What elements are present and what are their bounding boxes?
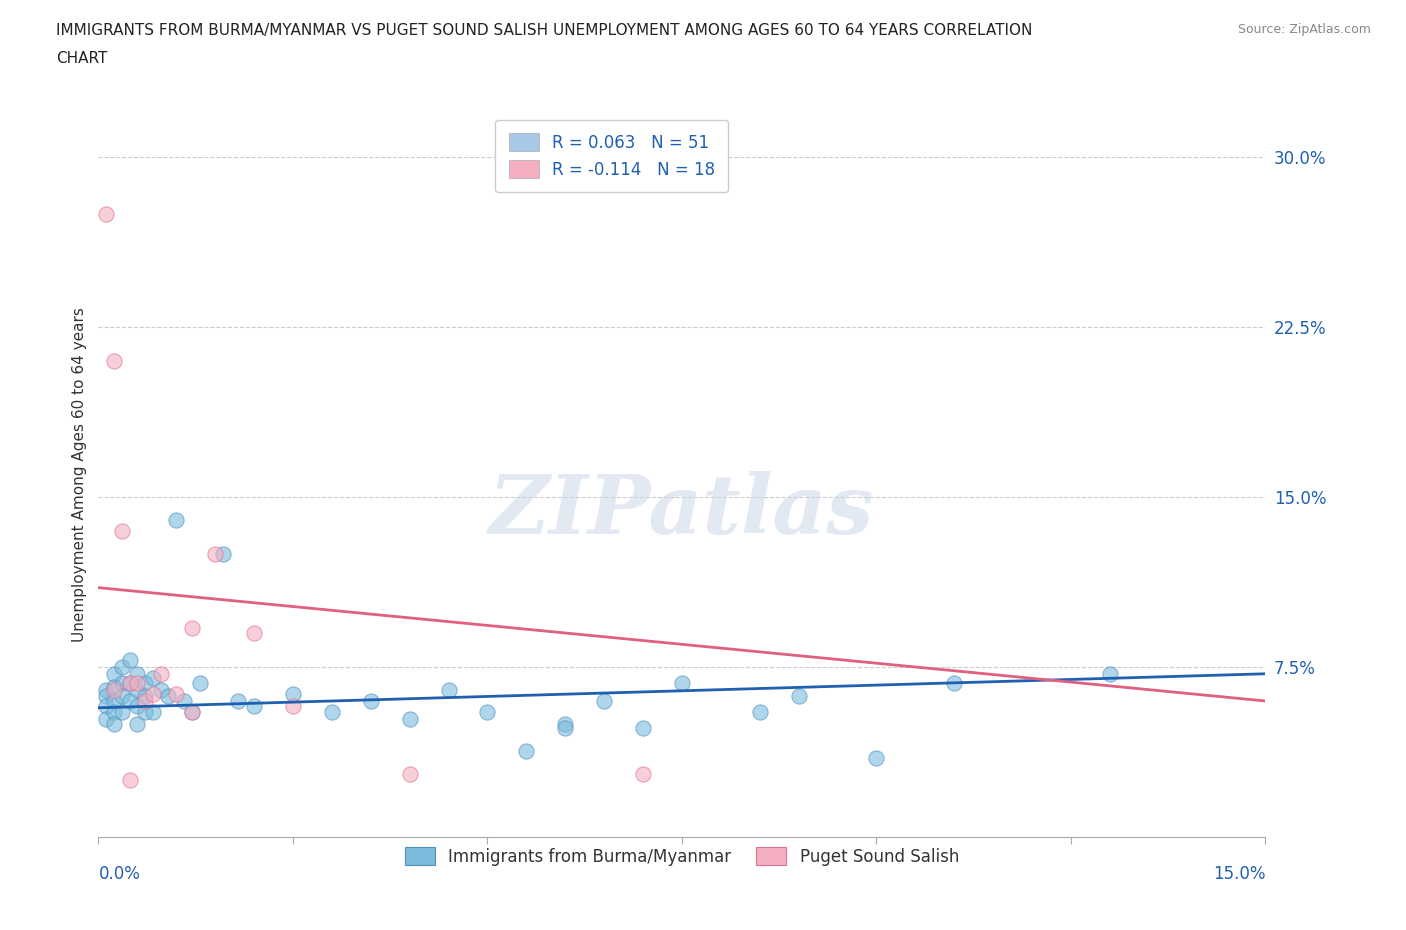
Point (149, 666, 172, 681)
Point (127, 675, 149, 690)
Point (180, 705, 202, 720)
Point (671, 675, 693, 690)
Point (173, 694, 195, 709)
Point (149, 683, 172, 698)
Point (96, 698, 118, 713)
Point (118, 773, 141, 788)
Point (865, 751, 887, 765)
Point (748, 705, 770, 720)
Point (103, 680, 125, 695)
Point (554, 716, 576, 731)
Point (111, 659, 134, 674)
Point (631, 766, 654, 781)
Point (127, 716, 149, 731)
Text: IMMIGRANTS FROM BURMA/MYANMAR VS PUGET SOUND SALISH UNEMPLOYMENT AMONG AGES 60 T: IMMIGRANTS FROM BURMA/MYANMAR VS PUGET S… (56, 23, 1032, 38)
Point (103, 353, 125, 368)
Point (134, 694, 156, 709)
Point (165, 686, 187, 701)
Point (111, 675, 134, 690)
Point (103, 705, 125, 720)
Point (118, 653, 141, 668)
Point (103, 694, 125, 709)
Point (103, 683, 125, 698)
Point (127, 666, 149, 681)
Point (943, 675, 966, 690)
Point (142, 671, 165, 685)
Point (127, 698, 149, 713)
Point (96, 711, 118, 726)
Point (111, 524, 134, 538)
Point (281, 698, 304, 713)
Point (96, 206, 118, 221)
Point (142, 705, 165, 720)
Point (204, 546, 226, 561)
Text: CHART: CHART (56, 51, 108, 66)
Point (398, 766, 420, 781)
Point (554, 721, 576, 736)
Point (593, 694, 616, 709)
Point (127, 683, 149, 698)
Text: 0.0%: 0.0% (98, 865, 141, 883)
Point (212, 546, 235, 561)
Point (281, 686, 304, 701)
Point (1098, 666, 1121, 681)
Point (134, 705, 156, 720)
Text: Source: ZipAtlas.com: Source: ZipAtlas.com (1237, 23, 1371, 36)
Point (118, 675, 141, 690)
Point (228, 694, 250, 709)
Point (437, 683, 460, 698)
Point (134, 675, 156, 690)
Point (96, 683, 118, 698)
Legend: Immigrants from Burma/Myanmar, Puget Sound Salish: Immigrants from Burma/Myanmar, Puget Sou… (398, 840, 966, 872)
Point (180, 621, 202, 636)
Point (787, 689, 810, 704)
Y-axis label: Unemployment Among Ages 60 to 64 years: Unemployment Among Ages 60 to 64 years (72, 307, 87, 642)
Point (103, 716, 125, 731)
Point (134, 689, 156, 704)
Point (111, 689, 134, 704)
Point (243, 698, 266, 713)
Point (180, 705, 202, 720)
Point (360, 694, 382, 709)
Point (157, 689, 180, 704)
Point (118, 694, 141, 709)
Point (142, 686, 165, 701)
Point (188, 675, 211, 690)
Point (103, 666, 125, 681)
Text: ZIPatlas: ZIPatlas (489, 471, 875, 551)
Point (243, 626, 266, 641)
Point (321, 705, 343, 720)
Point (111, 705, 134, 720)
Point (96, 689, 118, 704)
Point (165, 512, 187, 527)
Point (477, 705, 499, 720)
Point (118, 675, 141, 690)
Text: 15.0%: 15.0% (1213, 865, 1265, 883)
Point (515, 743, 537, 758)
Point (631, 721, 654, 736)
Point (398, 711, 420, 726)
